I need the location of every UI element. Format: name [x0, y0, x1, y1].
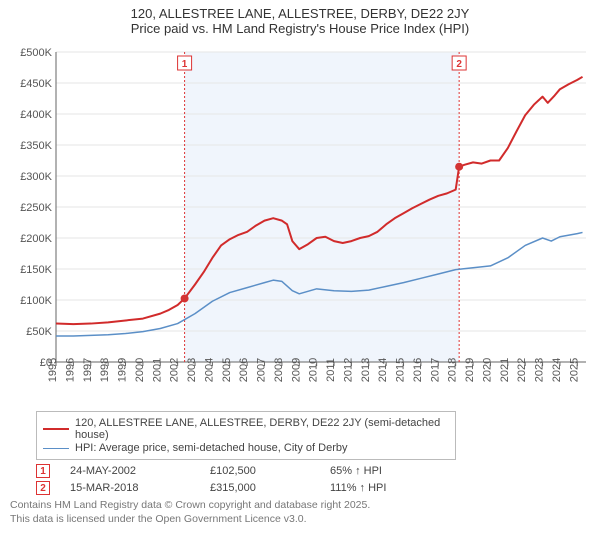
svg-text:1: 1	[182, 59, 188, 70]
sale-price: £315,000	[210, 482, 330, 494]
svg-text:1996: 1996	[64, 358, 76, 382]
svg-text:£250K: £250K	[20, 202, 52, 214]
svg-text:2: 2	[456, 59, 462, 70]
svg-text:1998: 1998	[99, 358, 111, 382]
svg-text:2010: 2010	[308, 358, 320, 382]
svg-text:2000: 2000	[134, 358, 146, 382]
svg-text:2012: 2012	[342, 358, 354, 382]
legend-swatch	[43, 428, 69, 430]
svg-text:1997: 1997	[82, 358, 94, 382]
svg-text:2018: 2018	[447, 358, 459, 382]
sale-delta: 111% ↑ HPI	[330, 482, 470, 494]
svg-text:£350K: £350K	[20, 140, 52, 152]
svg-text:2001: 2001	[151, 358, 163, 382]
svg-text:2025: 2025	[568, 358, 580, 382]
svg-text:£300K: £300K	[20, 171, 52, 183]
svg-text:2016: 2016	[412, 358, 424, 382]
sale-row: 1 24-MAY-2002£102,50065% ↑ HPI	[36, 464, 592, 478]
legend-swatch	[43, 448, 69, 449]
svg-text:2019: 2019	[464, 358, 476, 382]
legend-label: HPI: Average price, semi-detached house,…	[75, 442, 348, 454]
legend: 120, ALLESTREE LANE, ALLESTREE, DERBY, D…	[36, 411, 456, 460]
svg-text:£500K: £500K	[20, 47, 52, 59]
svg-text:2005: 2005	[221, 358, 233, 382]
title-sub: Price paid vs. HM Land Registry's House …	[4, 21, 596, 36]
legend-row: 120, ALLESTREE LANE, ALLESTREE, DERBY, D…	[43, 417, 449, 441]
svg-text:2021: 2021	[499, 358, 511, 382]
svg-text:2020: 2020	[481, 358, 493, 382]
svg-text:2007: 2007	[256, 358, 268, 382]
svg-text:2002: 2002	[169, 358, 181, 382]
sale-delta: 65% ↑ HPI	[330, 465, 470, 477]
title-block: 120, ALLESTREE LANE, ALLESTREE, DERBY, D…	[0, 0, 600, 38]
svg-text:£150K: £150K	[20, 264, 52, 276]
chart-svg: £0£50K£100K£150K£200K£250K£300K£350K£400…	[10, 42, 596, 407]
sale-flag: 2	[36, 481, 50, 495]
footer: Contains HM Land Registry data © Crown c…	[10, 499, 592, 526]
footer-line-1: Contains HM Land Registry data © Crown c…	[10, 499, 592, 513]
svg-text:2013: 2013	[360, 358, 372, 382]
sale-date: 24-MAY-2002	[70, 465, 210, 477]
svg-text:£400K: £400K	[20, 109, 52, 121]
svg-text:£50K: £50K	[26, 326, 52, 338]
svg-text:2024: 2024	[551, 358, 563, 382]
svg-text:2022: 2022	[516, 358, 528, 382]
sale-date: 15-MAR-2018	[70, 482, 210, 494]
svg-text:£200K: £200K	[20, 233, 52, 245]
footer-line-2: This data is licensed under the Open Gov…	[10, 513, 592, 527]
svg-text:£100K: £100K	[20, 295, 52, 307]
svg-text:2004: 2004	[203, 358, 215, 382]
svg-text:2009: 2009	[290, 358, 302, 382]
sale-row: 2 15-MAR-2018£315,000111% ↑ HPI	[36, 481, 592, 495]
title-main: 120, ALLESTREE LANE, ALLESTREE, DERBY, D…	[4, 6, 596, 21]
chart-area: £0£50K£100K£150K£200K£250K£300K£350K£400…	[10, 42, 596, 407]
svg-text:2006: 2006	[238, 358, 250, 382]
svg-text:2003: 2003	[186, 358, 198, 382]
svg-text:1995: 1995	[47, 358, 59, 382]
svg-text:2011: 2011	[325, 358, 337, 382]
svg-text:£450K: £450K	[20, 78, 52, 90]
svg-text:2023: 2023	[534, 358, 546, 382]
sales-table: 1 24-MAY-2002£102,50065% ↑ HPI 2 15-MAR-201…	[36, 464, 592, 495]
svg-text:1999: 1999	[117, 358, 129, 382]
svg-text:2015: 2015	[395, 358, 407, 382]
legend-label: 120, ALLESTREE LANE, ALLESTREE, DERBY, D…	[75, 417, 449, 441]
sale-price: £102,500	[210, 465, 330, 477]
legend-row: HPI: Average price, semi-detached house,…	[43, 442, 449, 454]
svg-text:2008: 2008	[273, 358, 285, 382]
svg-text:2014: 2014	[377, 358, 389, 382]
sale-flag: 1	[36, 464, 50, 478]
svg-text:2017: 2017	[429, 358, 441, 382]
chart-container: 120, ALLESTREE LANE, ALLESTREE, DERBY, D…	[0, 0, 600, 560]
